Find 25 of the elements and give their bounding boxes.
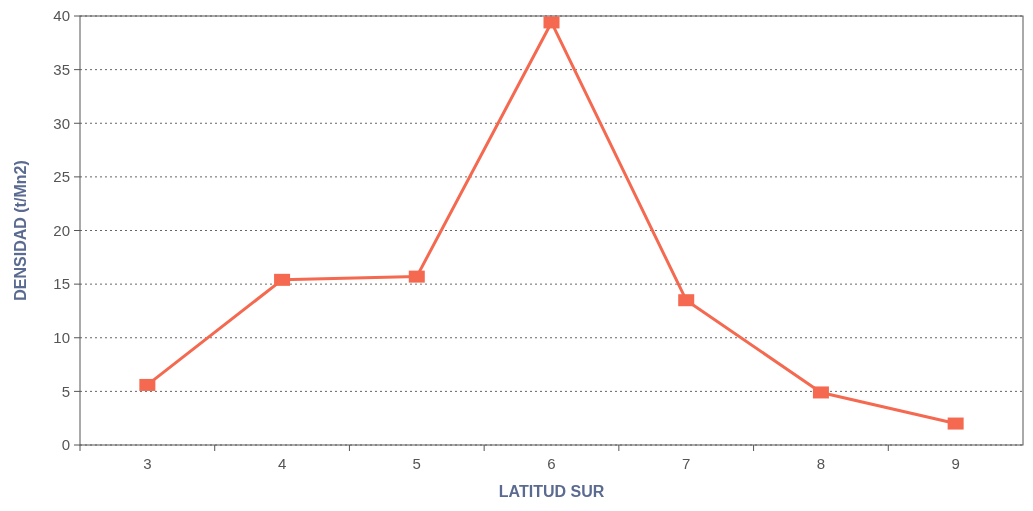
y-tick-label: 5 <box>61 382 70 400</box>
point <box>543 16 560 29</box>
y-axis-title: DENSIDAD (t/Mn2) <box>12 160 29 301</box>
y-tick-label: 25 <box>53 168 70 186</box>
x-tick-label: 3 <box>143 455 152 472</box>
x-tick-label: 4 <box>277 455 287 472</box>
point <box>812 386 829 399</box>
x-tick-label: 8 <box>816 455 826 472</box>
x-tick-label: 6 <box>547 455 556 472</box>
y-tick-label: 30 <box>53 114 70 132</box>
x-tick-label: 7 <box>682 455 691 472</box>
x-tick-label: 9 <box>951 455 960 472</box>
x-axis-title: LATITUD SUR <box>498 483 605 500</box>
y-tick-label: 35 <box>53 60 70 78</box>
y-tick-label: 20 <box>53 221 70 239</box>
y-tick-label: 40 <box>53 7 70 25</box>
y-tick-label: 0 <box>61 436 70 454</box>
y-tick-label: 15 <box>53 275 70 293</box>
point <box>274 273 291 286</box>
x-tick-label: 5 <box>412 455 421 472</box>
point <box>947 417 964 430</box>
point <box>408 270 425 283</box>
y-tick-label: 10 <box>53 329 70 346</box>
point <box>139 378 156 391</box>
point <box>678 294 695 307</box>
